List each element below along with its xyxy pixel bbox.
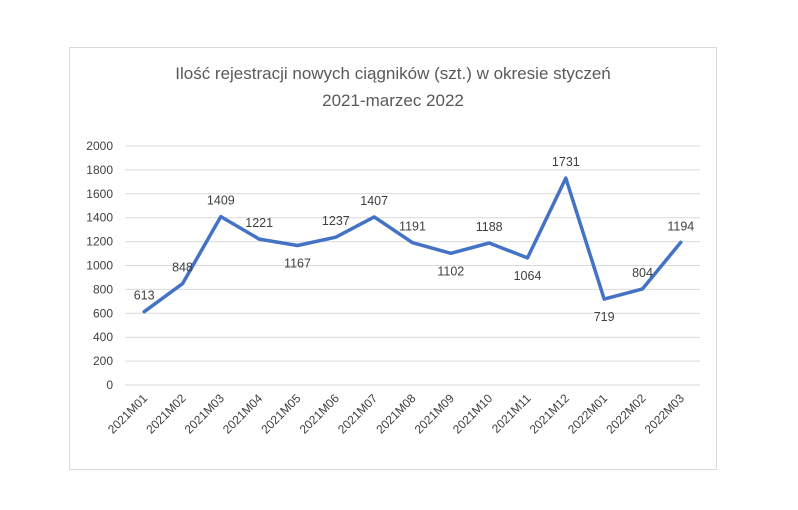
data-label: 1237 <box>322 214 350 228</box>
chart-frame <box>69 47 717 470</box>
data-label: 1064 <box>514 269 542 283</box>
x-tick-label: 2021M06 <box>297 391 343 437</box>
x-tick-label: 2021M10 <box>450 391 496 437</box>
series-line-group <box>142 176 683 314</box>
data-label: 1731 <box>552 155 580 169</box>
x-tick-label: 2021M04 <box>220 391 266 437</box>
data-labels: 613 848 1409 1221 1167 1237 1407 1191 1102 1188 10… <box>134 155 695 324</box>
data-label: 1191 <box>399 220 426 234</box>
x-tick-label: 2021M11 <box>489 391 534 436</box>
chart-title-line-2: 2021-marzec 2022 <box>322 91 464 110</box>
x-tick-label: 2021M03 <box>182 391 228 437</box>
series-line <box>142 176 683 314</box>
y-tick-label: 2000 <box>86 139 113 153</box>
data-label: 1407 <box>360 194 388 208</box>
x-tick-label: 2021M01 <box>105 391 151 437</box>
data-label: 613 <box>134 289 155 303</box>
x-tick-label: 2021M02 <box>143 391 189 437</box>
x-tick-label: 2022M01 <box>565 391 611 437</box>
data-label: 804 <box>632 266 653 280</box>
data-label: 1194 <box>667 219 694 233</box>
y-axis-ticks: 0 200 400 600 800 1000 1200 1400 1600 1800 2000 <box>86 139 113 392</box>
data-label: 1167 <box>284 257 311 271</box>
data-label: 1102 <box>437 264 464 278</box>
y-tick-label: 600 <box>93 306 113 320</box>
x-tick-label: 2022M02 <box>603 391 649 437</box>
x-tick-label: 2021M08 <box>373 391 419 437</box>
chart-title: Ilość rejestracji nowych ciągników (szt.… <box>69 60 717 114</box>
x-axis-ticks: 2021M012021M022021M032021M042021M052021M… <box>105 391 687 437</box>
x-tick-label: 2021M05 <box>258 391 304 437</box>
y-tick-label: 1600 <box>86 187 113 201</box>
x-tick-label: 2021M07 <box>335 391 381 437</box>
data-label: 1221 <box>245 216 273 230</box>
y-tick-label: 800 <box>93 282 113 296</box>
x-tick-label: 2021M09 <box>412 391 458 437</box>
data-label: 719 <box>594 310 615 324</box>
data-label: 1188 <box>476 220 503 234</box>
data-label: 1409 <box>207 194 235 208</box>
y-tick-label: 1400 <box>86 211 113 225</box>
y-tick-label: 1000 <box>86 259 113 273</box>
y-tick-label: 1200 <box>86 235 113 249</box>
data-label: 848 <box>172 261 193 275</box>
chart-title-line-1: Ilość rejestracji nowych ciągników (szt.… <box>175 64 611 83</box>
y-tick-label: 400 <box>93 330 113 344</box>
y-tick-label: 200 <box>93 354 113 368</box>
x-tick-label: 2021M12 <box>527 391 573 437</box>
x-tick-label: 2022M03 <box>642 391 688 437</box>
gridlines <box>125 145 700 386</box>
y-tick-label: 1800 <box>86 163 113 177</box>
y-tick-label: 0 <box>106 378 113 392</box>
